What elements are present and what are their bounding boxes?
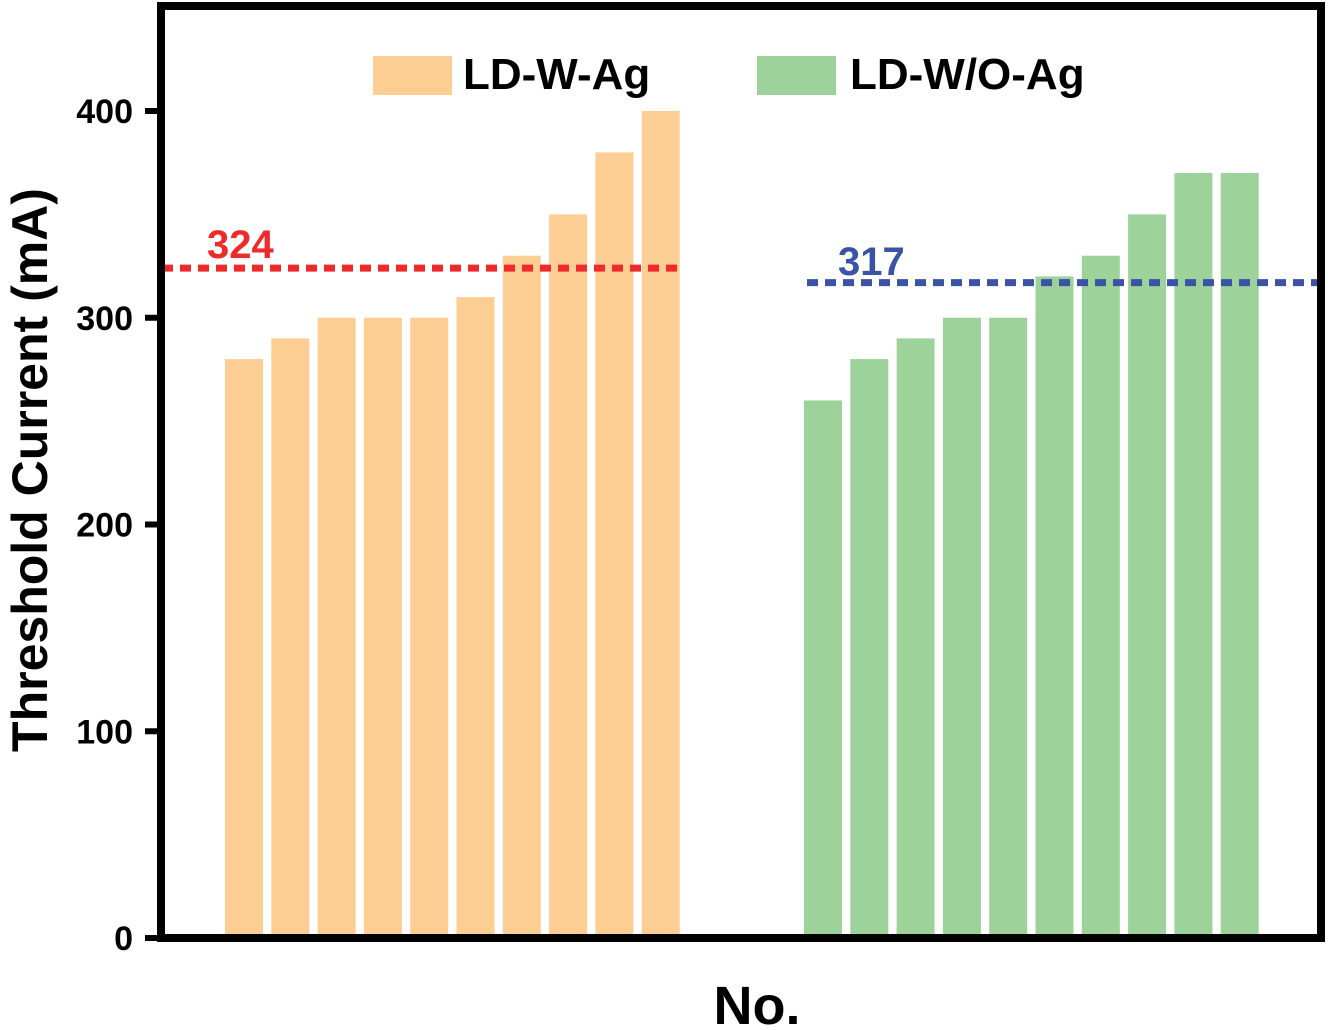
bar-ld-w-o-ag-10 [1220, 173, 1259, 938]
plot-frame [157, 2, 1325, 942]
bar-ld-w-ag-5 [410, 317, 449, 938]
bar-ld-w-o-ag-8 [1128, 214, 1167, 938]
bar-ld-w-ag-7 [502, 255, 541, 939]
mean-label-317: 317 [838, 240, 905, 284]
reference-lines-layer: 324 317 [162, 223, 1320, 287]
bar-ld-w-ag-9 [595, 152, 634, 939]
bar-ld-w-o-ag-7 [1081, 255, 1120, 939]
bars-layer [225, 111, 1259, 939]
legend-label-ld-w-ag: LD-W-Ag [463, 50, 650, 99]
y-axis-ticks: 0 100 200 300 400 [76, 93, 161, 958]
bar-ld-w-ag-6 [456, 297, 495, 938]
bar-ld-w-o-ag-1 [804, 400, 842, 938]
bar-ld-w-o-ag-2 [850, 359, 889, 939]
mean-label-324: 324 [207, 223, 274, 267]
legend-swatch-ld-w-ag [373, 56, 452, 95]
x-axis-label: No. [714, 976, 801, 1030]
bar-ld-w-o-ag-5 [989, 317, 1028, 938]
legend: LD-W-Ag LD-W/O-Ag [373, 50, 1085, 99]
bar-ld-w-o-ag-6 [1035, 276, 1074, 938]
bar-ld-w-o-ag-9 [1174, 173, 1213, 938]
bar-ld-w-o-ag-3 [896, 338, 935, 938]
bar-ld-w-ag-2 [271, 338, 310, 938]
bar-ld-w-o-ag-4 [942, 317, 981, 938]
y-axis-label: Threshold Current (mA) [2, 188, 58, 752]
legend-swatch-ld-w-o-ag [757, 56, 836, 95]
bar-ld-w-ag-1 [225, 359, 263, 939]
bar-ld-w-ag-8 [549, 214, 588, 938]
bar-ld-w-ag-3 [317, 317, 356, 938]
y-tick-label: 100 [76, 713, 133, 751]
legend-label-ld-w-o-ag: LD-W/O-Ag [850, 50, 1085, 99]
bar-ld-w-ag-10 [641, 111, 680, 938]
y-tick-label: 0 [114, 920, 133, 958]
y-tick-label: 400 [76, 93, 133, 131]
y-tick-label: 300 [76, 300, 133, 338]
y-tick-label: 200 [76, 507, 133, 545]
bar-ld-w-ag-4 [363, 317, 402, 938]
